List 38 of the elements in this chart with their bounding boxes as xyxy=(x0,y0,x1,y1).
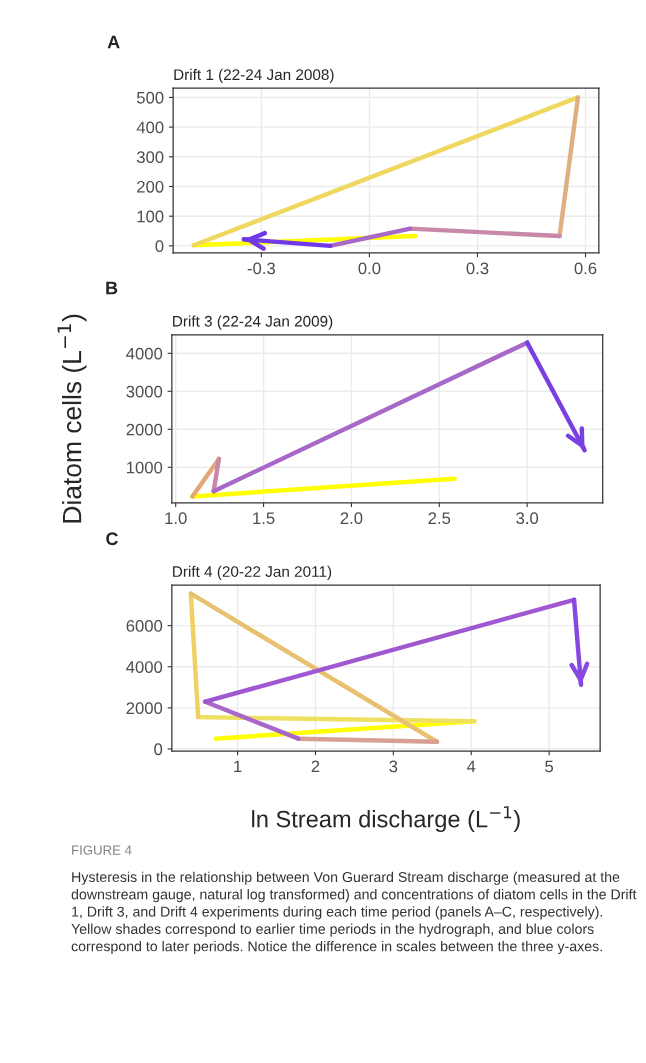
x-tick-label: 5 xyxy=(545,760,554,773)
x-tick-label: 4 xyxy=(466,760,476,773)
chart-title: Drift 3 (22-24 Jan 2009) xyxy=(173,315,333,330)
text: A xyxy=(107,35,120,49)
x-tick-label: 3 xyxy=(389,760,398,773)
text: C xyxy=(106,532,118,546)
chart-title: Drift 1 (22-24 Jan 2008) xyxy=(174,68,334,84)
text: Hysteresis in the relationship between Von Guerard Stream discharge (measured at the downstream gauge, natural log transformed) and concentrations of diatom cells in the Drift 1, Drift 3, and Drift 4 experiments during each time period (panels A–C, respectively). Yellow shades correspond to earlier time periods in the hydrograph, and blue colors correspond to later periods. Notice the difference in scales between the three y-axes. xyxy=(71,871,637,955)
x-tick-label: 1.0 xyxy=(165,512,187,525)
x-tick-label: 0.3 xyxy=(466,262,489,275)
caption: FIGURE 4 xyxy=(72,845,132,855)
x-tick-label: 2 xyxy=(311,760,320,773)
y-tick-label: 4000 xyxy=(126,347,163,360)
x-tick-label: 3.0 xyxy=(516,512,539,525)
x-tick-label: 1 xyxy=(234,760,242,773)
chart-title: Drift 4 (20-22 Jan 2011) xyxy=(173,565,332,581)
y-tick-label: 300 xyxy=(136,151,164,164)
y-tick-label: 2000 xyxy=(126,423,163,436)
y-tick-label: 1000 xyxy=(127,461,163,474)
y-tick-label: 0 xyxy=(154,743,163,756)
y-tick-label: 6000 xyxy=(126,620,163,632)
y-tick-label: 200 xyxy=(137,180,164,193)
text: B xyxy=(106,281,118,295)
y-tick-label: 4000 xyxy=(126,661,163,673)
y-axis-title: Diatom cells (L$^{−1}$) xyxy=(57,314,87,523)
x-tick-label: 2.5 xyxy=(428,512,451,525)
x-tick-label: 1.5 xyxy=(253,512,275,525)
y-tick-label: 500 xyxy=(136,91,164,104)
y-tick-label: 400 xyxy=(136,121,164,134)
y-tick-label: 2000 xyxy=(126,702,163,715)
x-axis-title: ln Stream discharge (L$^{−1}$) xyxy=(252,806,520,833)
y-tick-label: 0 xyxy=(155,240,164,253)
x-tick-label: 2.0 xyxy=(340,512,363,525)
x-tick-label: -0.3 xyxy=(247,262,275,275)
y-tick-label: 3000 xyxy=(126,385,163,398)
y-tick-label: 100 xyxy=(137,210,164,223)
x-tick-label: 0.0 xyxy=(358,262,381,275)
x-tick-label: 0.6 xyxy=(574,262,597,275)
